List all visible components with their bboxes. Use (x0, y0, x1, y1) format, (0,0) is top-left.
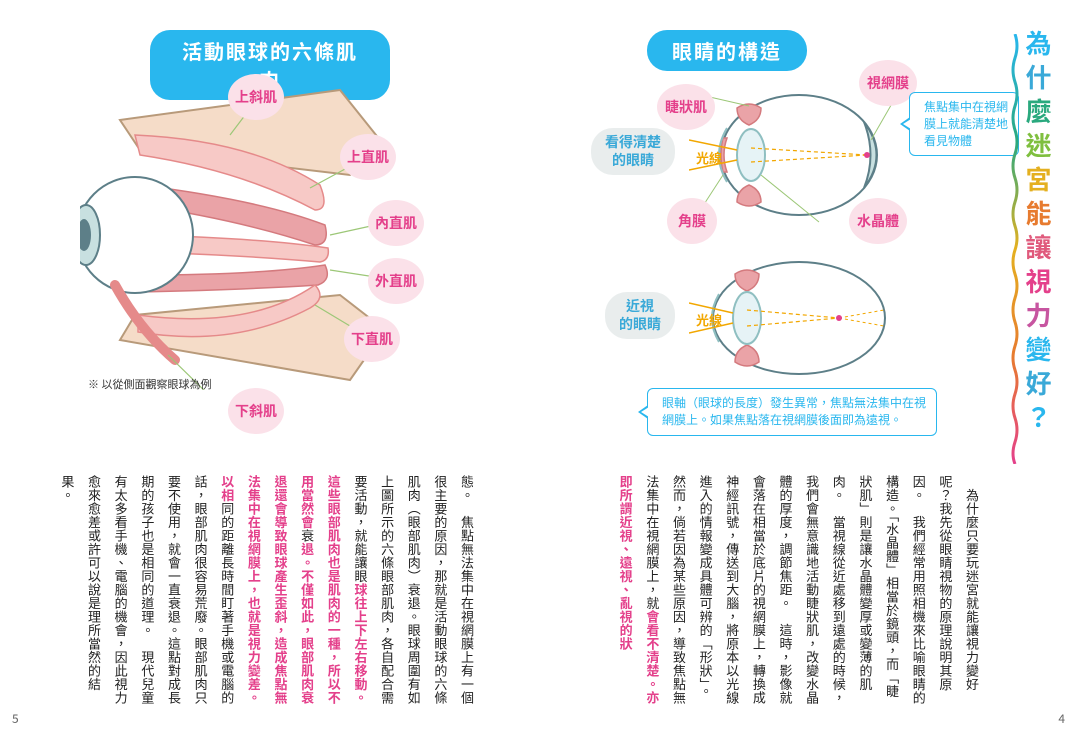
page-num-left: 5 (12, 710, 19, 727)
left-body-text: 態。 焦點無法集中在視網膜上有一個很主要的原因，那就是活動眼球的六條肌肉（眼部肌… (55, 475, 480, 705)
label-light-1: 光線 (696, 148, 722, 167)
right-banner: 眼睛的構造 (647, 30, 807, 71)
main-title: 為什麼迷宮能讓視力變好？ (1020, 30, 1057, 438)
left-page: 活動眼球的六條肌肉 上斜肌 上直肌 內直肌 外直肌 下直肌 下斜肌 ※ 以從側面… (0, 0, 538, 737)
right-body-text: 為什麼只要玩迷宮就能讓視力變好呢？我先從眼睛視物的原理說明其原因。 我們經常用照… (585, 475, 985, 705)
label-ciliary: 睫狀肌 (657, 84, 715, 130)
label-upper-rect: 上直肌 (340, 134, 396, 180)
label-upper-oblique: 上斜肌 (228, 74, 284, 120)
wavy-decoration (1011, 34, 1019, 464)
label-cornea: 角膜 (667, 198, 717, 244)
label-light-2: 光線 (696, 310, 722, 329)
right-page: 眼睛的構造 視網膜 (539, 0, 1077, 737)
label-lower-oblique: 下斜肌 (228, 388, 284, 434)
label-medial-rect: 內直肌 (368, 200, 424, 246)
label-lens: 水晶體 (849, 198, 907, 244)
page-num-right: 4 (1058, 710, 1065, 727)
callout-bottom: 眼軸（眼球的長度）發生異常，焦點無法集中在視網膜上。如果焦點落在視網膜後面即為遠… (647, 388, 937, 436)
callout-top: 焦點集中在視網膜上就能清楚地看見物體 (909, 92, 1019, 156)
label-lower-rect: 下直肌 (344, 316, 400, 362)
gray-myopia: 近視 的眼睛 (605, 292, 675, 339)
gray-clear: 看得清楚 的眼睛 (591, 128, 675, 175)
left-note: ※ 以從側面觀察眼球為例 (88, 376, 211, 392)
label-lateral-rect: 外直肌 (368, 258, 424, 304)
